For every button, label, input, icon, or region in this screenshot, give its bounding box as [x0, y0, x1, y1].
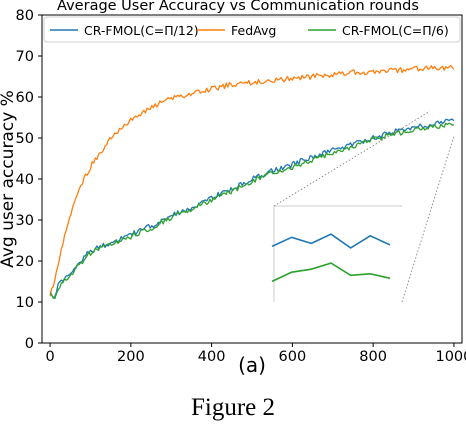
- series-line-2: [49, 64, 455, 297]
- zoom-connector-line: [401, 135, 455, 303]
- x-tick-label: 400: [198, 349, 226, 365]
- y-tick-label: 0: [25, 336, 34, 352]
- zoom-connector-line: [273, 111, 430, 207]
- x-tick-label: 0: [45, 349, 54, 365]
- panel-label: (a): [238, 353, 266, 377]
- legend-box: [43, 16, 461, 43]
- y-tick-label: 70: [16, 49, 34, 65]
- legend-label: CR-FMOL(C=Π/12): [84, 23, 199, 38]
- legend-label: CR-FMOL(C=Π/6): [342, 23, 449, 38]
- legend-label: FedAvg: [231, 23, 276, 38]
- y-tick-label: 40: [16, 172, 34, 188]
- chart-title: Average User Accuracy vs Communication r…: [57, 0, 419, 14]
- figure-caption: Figure 2: [190, 394, 276, 421]
- inset: [271, 111, 455, 303]
- legend: CR-FMOL(C=Π/12) FedAvg CR-FMOL(C=Π/6): [43, 16, 461, 43]
- y-tick-label: 60: [16, 90, 34, 106]
- x-tick-label: 200: [117, 349, 145, 365]
- y-tick-label: 20: [16, 254, 34, 270]
- y-tick-label: 10: [16, 295, 34, 311]
- x-tick-label: 800: [359, 349, 387, 365]
- y-tick-label: 80: [16, 8, 34, 24]
- y-tick-label: 50: [16, 131, 34, 147]
- y-axis-label: Avg user accuracy %: [0, 90, 18, 268]
- inset-series-1: [271, 233, 391, 249]
- y-tick-label: 30: [16, 213, 34, 229]
- x-tick-label: 600: [279, 349, 307, 365]
- inset-background: [274, 206, 402, 302]
- series-layer: [49, 64, 455, 300]
- inset-series-2: [271, 262, 391, 283]
- series-line-3: [49, 122, 455, 300]
